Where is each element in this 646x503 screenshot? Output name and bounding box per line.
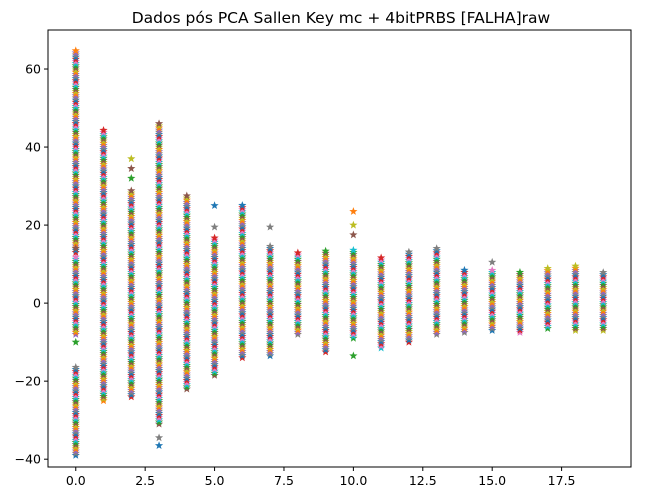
data-point [127,154,136,163]
data-point [377,253,386,262]
data-point [71,244,80,252]
y-tick-label: 0 [33,296,41,311]
data-point [182,191,191,200]
data-point [127,164,136,172]
point-column-x9 [321,246,330,356]
y-tick-label: 60 [25,62,41,77]
y-tick-label: −20 [15,374,41,389]
data-point [154,119,164,128]
y-axis: −40 −20 0 20 40 60 [15,62,48,467]
point-column-x3 [154,119,164,450]
point-column-x14 [460,265,469,336]
data-point [71,46,80,55]
data-point [349,245,358,254]
point-column-x0 [71,46,80,459]
point-column-x10 [349,207,358,360]
data-point [127,173,136,182]
data-point [99,125,108,134]
data-point [266,242,275,250]
data-point [127,186,136,195]
point-column-x16 [515,268,525,336]
chart-title: Dados pós PCA Sallen Key mc + 4bitPRBS [… [132,9,551,27]
x-tick-label: 15.0 [478,473,506,488]
data-point [349,351,358,360]
x-tick-label: 7.5 [274,473,294,488]
data-point [515,268,525,276]
y-tick-label: 40 [25,140,41,155]
plot-area [71,46,608,459]
data-point [154,433,164,442]
point-column-x18 [571,261,580,334]
data-point [432,244,441,252]
point-column-x15 [488,257,497,334]
data-point [349,207,358,215]
data-point [349,220,358,229]
data-point [460,265,469,274]
point-column-x5 [210,201,219,379]
point-column-x19 [599,268,608,334]
data-point [71,337,80,346]
data-point [488,257,497,266]
point-column-x12 [404,247,413,346]
data-point [349,230,358,239]
point-column-x6 [238,201,247,362]
data-point [543,264,552,272]
data-point [210,233,219,242]
data-point [71,252,80,261]
data-point [154,441,164,450]
x-tick-label: 17.5 [548,473,576,488]
x-tick-label: 2.5 [135,473,155,488]
data-point [599,268,608,276]
data-point [571,261,580,270]
axes-frame [47,29,632,468]
y-tick-label: 20 [25,218,41,233]
data-point [266,222,275,231]
data-point [321,246,330,255]
point-column-x13 [432,244,441,338]
x-tick-label: 0.0 [66,473,86,488]
data-point [238,201,247,209]
point-column-x4 [182,191,191,393]
data-point [71,363,80,371]
point-column-x1 [99,125,108,405]
data-point [404,247,413,256]
x-tick-label: 5.0 [205,473,225,488]
point-column-x2 [127,154,136,401]
x-tick-label: 12.5 [409,473,437,488]
data-point [293,248,302,257]
y-tick-label: −40 [15,452,41,467]
point-column-x8 [293,248,302,338]
point-column-x17 [543,264,552,332]
point-column-x11 [377,253,386,352]
data-point [488,266,497,274]
point-column-x7 [266,222,275,360]
data-point [210,222,219,231]
data-point [210,201,219,210]
x-tick-label: 10.0 [339,473,367,488]
x-axis: 0.0 2.5 5.0 7.5 10.0 12.5 15.0 17.5 [66,467,576,488]
